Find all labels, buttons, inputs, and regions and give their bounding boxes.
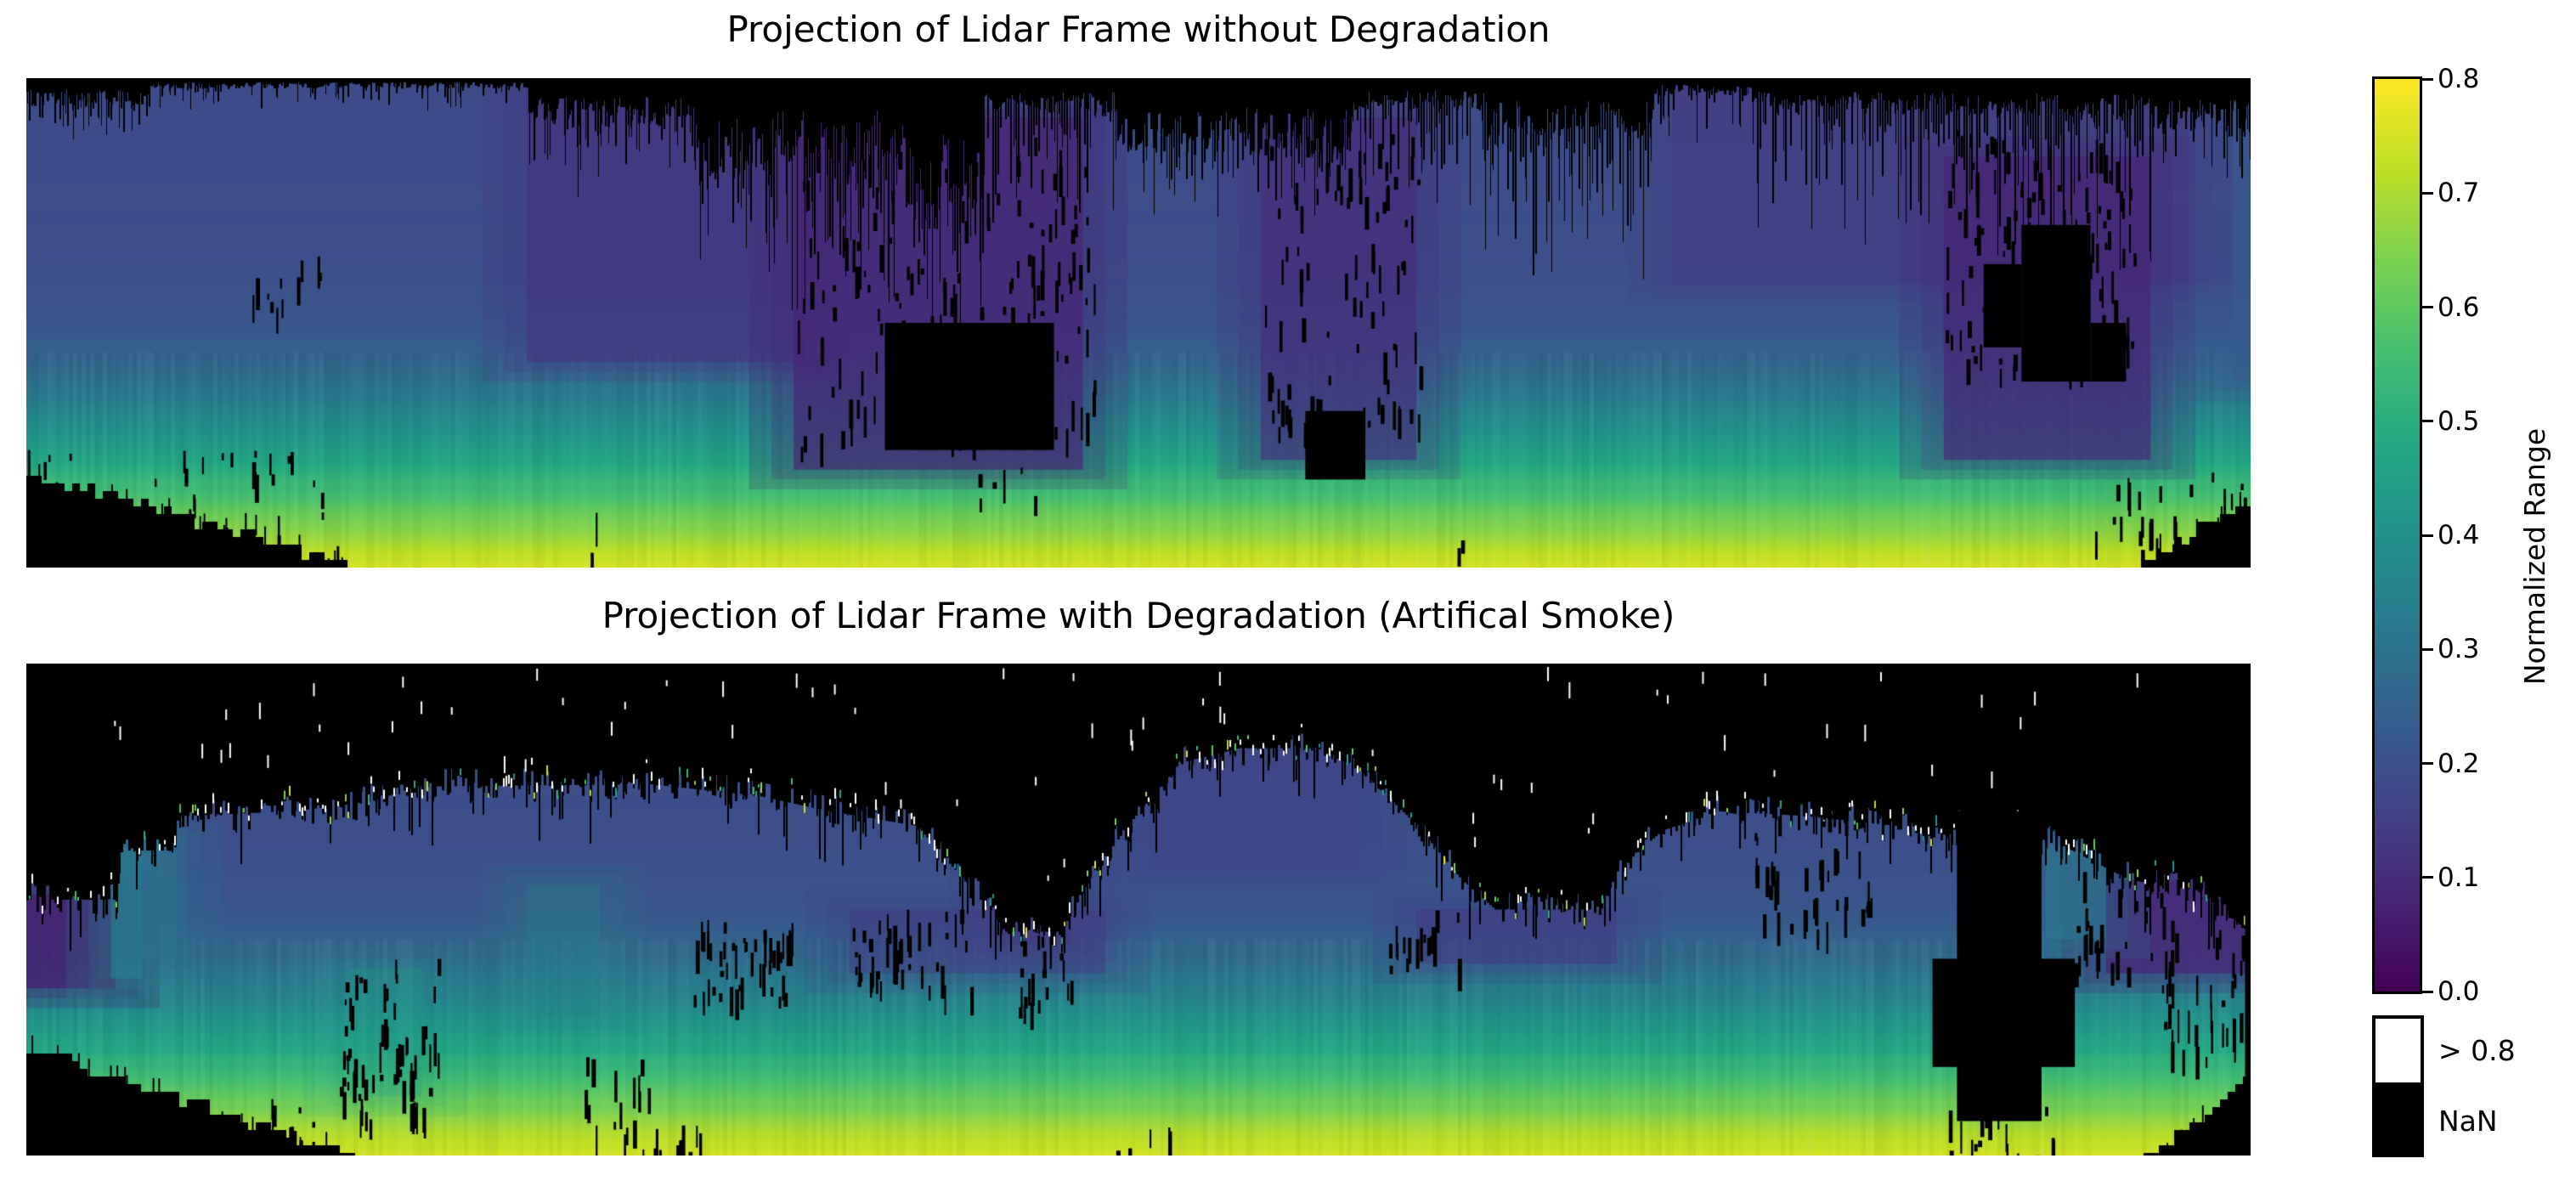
panel-title-no-degradation: Projection of Lidar Frame without Degrad… — [726, 8, 1551, 50]
colorbar-tick-label: 0.0 — [2438, 976, 2480, 1007]
panel-title-degradation: Projection of Lidar Frame with Degradati… — [602, 595, 1675, 636]
colorbar-tick-label: 0.3 — [2438, 634, 2480, 665]
colorbar-tick-label: 0.5 — [2438, 405, 2480, 437]
colorbar-tick — [2422, 420, 2433, 423]
colorbar-tick-label: 0.2 — [2438, 748, 2480, 779]
colorbar-tick — [2422, 77, 2433, 81]
colorbar-tick-label: 0.1 — [2438, 862, 2480, 893]
colorbar-tick — [2422, 647, 2433, 651]
colorbar-over-label: > 0.8 — [2438, 1034, 2516, 1067]
colorbar-tick-label: 0.4 — [2438, 520, 2480, 551]
colorbar-gradient — [2375, 79, 2420, 992]
colorbar-over-swatch — [2372, 1015, 2424, 1086]
colorbar — [2372, 76, 2422, 994]
colorbar-tick-label: 0.6 — [2438, 291, 2480, 323]
heatmap-panel-degradation — [26, 664, 2251, 1156]
colorbar-axis-label: Normalized Range — [2518, 427, 2551, 686]
colorbar-tick — [2422, 534, 2433, 537]
colorbar-nan-label: NaN — [2438, 1105, 2498, 1138]
colorbar-tick — [2422, 191, 2433, 195]
colorbar-nan-swatch — [2372, 1086, 2424, 1157]
colorbar-tick — [2422, 762, 2433, 765]
colorbar-tick — [2422, 306, 2433, 308]
colorbar-tick-label: 0.7 — [2438, 178, 2480, 209]
colorbar-tick-label: 0.8 — [2438, 64, 2480, 94]
heatmap-panel-no-degradation — [26, 78, 2251, 568]
colorbar-tick — [2422, 876, 2433, 879]
colorbar-tick — [2422, 990, 2433, 993]
